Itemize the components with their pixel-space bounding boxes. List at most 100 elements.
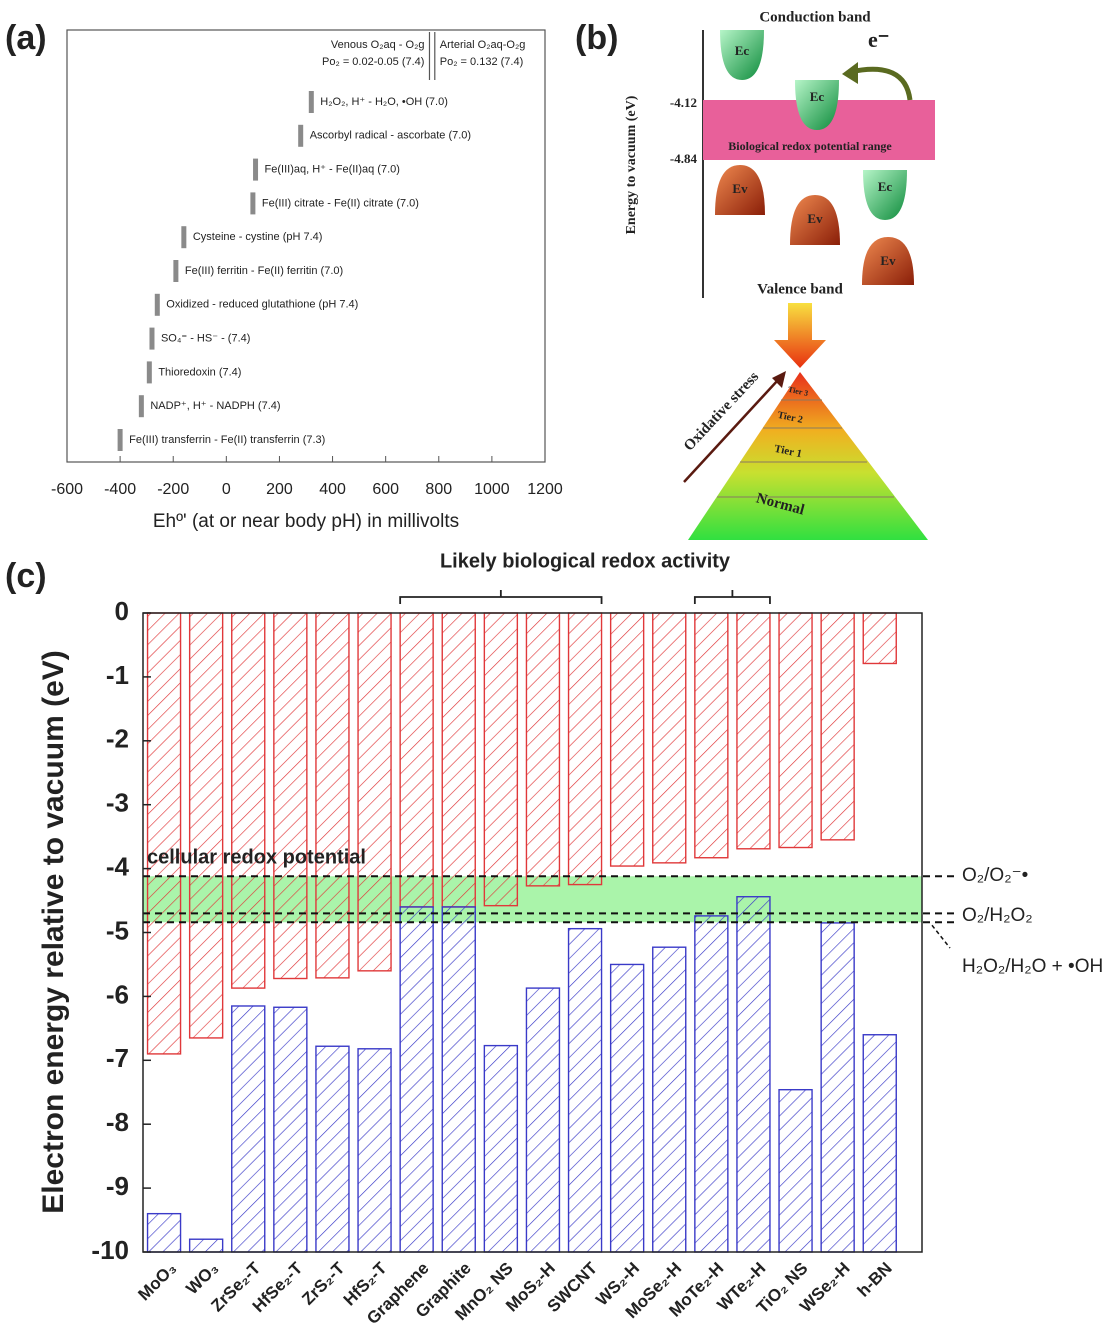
ec-shape [795, 80, 839, 130]
item-label: Fe(III) citrate - Fe(II) citrate (7.0) [262, 197, 419, 209]
bar [188, 612, 224, 1039]
bar [609, 612, 645, 867]
bar [441, 612, 476, 908]
bracket [399, 590, 603, 604]
bar [778, 1088, 813, 1253]
panel-label: (c) [5, 557, 47, 595]
x-tick-label: 1000 [474, 481, 510, 498]
x-tick-label: 600 [372, 481, 399, 498]
item-label: Ascorbyl radical - ascorbate (7.0) [310, 130, 471, 142]
bar [231, 612, 266, 989]
tier-label: Tier 2 [776, 410, 803, 426]
x-tick-label: -400 [104, 481, 136, 498]
tier-label: Tier 3 [787, 385, 809, 398]
marker [308, 91, 314, 113]
item-label: H₂O₂, H⁺ - H₂O, •OH (7.0) [320, 96, 448, 108]
annotation: Likely biological redox activity [440, 550, 731, 572]
pointer-line [931, 924, 951, 949]
bar [820, 612, 855, 841]
y-tick-label: 0 [115, 596, 129, 626]
down-arrow [774, 303, 826, 368]
marker [154, 293, 160, 316]
bar [525, 987, 561, 1253]
bar [315, 1045, 350, 1253]
bar [525, 612, 561, 887]
reference-label: Arterial O₂aq-O₂g [440, 39, 526, 51]
marker [253, 158, 259, 181]
marker [181, 226, 187, 249]
range-label: Biological redox potential range [728, 139, 892, 153]
item-label: Cysteine - cystine (pH 7.4) [193, 231, 323, 243]
bar [820, 922, 855, 1253]
top-label: Conduction band [759, 9, 871, 25]
y-tick-label: -2 [106, 724, 129, 754]
x-tick-label: 0 [222, 481, 231, 498]
x-tick-label: -600 [51, 481, 83, 498]
y-tick-label: -9 [106, 1171, 129, 1201]
x-tick-label: MoO₃ [134, 1259, 180, 1305]
reference-label: O₂/O₂⁻• [962, 865, 1028, 886]
bar [694, 915, 729, 1253]
y-axis-label: Electron energy relative to vacuum (eV) [37, 650, 70, 1214]
bar [273, 612, 308, 980]
item-label: SO₄⁼ - HS⁻ - (7.4) [161, 333, 250, 345]
bar [399, 906, 434, 1253]
bar [483, 1044, 519, 1253]
y-tick-label: -8 [106, 1107, 129, 1137]
arrow-head [772, 371, 786, 388]
marker [250, 192, 256, 215]
bar [862, 1034, 897, 1253]
reference-label: O₂/H₂O₂ [962, 905, 1033, 926]
bar [778, 612, 813, 849]
reference-sublabel: Po₂ = 0.132 (7.4) [440, 56, 523, 68]
bar [188, 1238, 224, 1253]
reference-label: Venous O₂aq - O₂g [331, 39, 425, 51]
bar [567, 927, 603, 1253]
bar [357, 1048, 392, 1253]
axis-label: Energy to vacuum (eV) [624, 95, 639, 234]
bar [231, 1005, 266, 1253]
band-label: cellular redox potential [147, 846, 366, 868]
x-axis-label: Ehº' (at or near body pH) in millivolts [153, 511, 459, 532]
item-label: Oxidized - reduced glutathione (pH 7.4) [166, 299, 358, 311]
x-tick-label: 400 [319, 481, 346, 498]
bar [357, 612, 392, 972]
bar [146, 612, 182, 1055]
y-tick-label: -7 [106, 1043, 129, 1073]
ec-label: Ec [878, 179, 893, 194]
x-tick-label: 200 [266, 481, 293, 498]
x-tick-label: ZrS₂-T [298, 1258, 349, 1309]
ev-shape [790, 195, 840, 245]
bar [862, 612, 897, 665]
x-tick-label: 1200 [527, 481, 563, 498]
electron-label: e⁻ [868, 27, 889, 52]
level-label: -4.84 [670, 151, 698, 166]
stress-arrow [683, 379, 779, 483]
ev-shape [715, 165, 765, 215]
ev-label: Ev [807, 211, 823, 226]
item-label: NADP⁺, H⁺ - NADPH (7.4) [150, 400, 280, 412]
panel-label: (b) [575, 19, 618, 57]
marker [146, 361, 152, 384]
marker [117, 429, 123, 451]
panel-b: (b) Conduction band Energy to vacuum (eV… [575, 9, 935, 540]
bar [609, 963, 645, 1253]
tier-label: Tier 1 [773, 443, 803, 461]
ev-label: Ev [732, 181, 748, 196]
item-label: Fe(III) ferritin - Fe(II) ferritin (7.0) [185, 265, 343, 277]
marker [138, 395, 144, 418]
marker [149, 327, 155, 350]
ec-label: Ec [735, 43, 750, 58]
bar [441, 906, 476, 1253]
bar [736, 896, 771, 1253]
y-tick-label: -5 [106, 915, 129, 945]
y-tick-label: -4 [106, 851, 130, 881]
bar [736, 612, 771, 850]
ec-shape [863, 170, 907, 220]
marker [298, 124, 304, 147]
ec-shape [720, 30, 764, 80]
bottom-label: Valence band [757, 281, 843, 297]
x-tick-label: -200 [157, 481, 189, 498]
y-tick-label: -1 [106, 660, 129, 690]
